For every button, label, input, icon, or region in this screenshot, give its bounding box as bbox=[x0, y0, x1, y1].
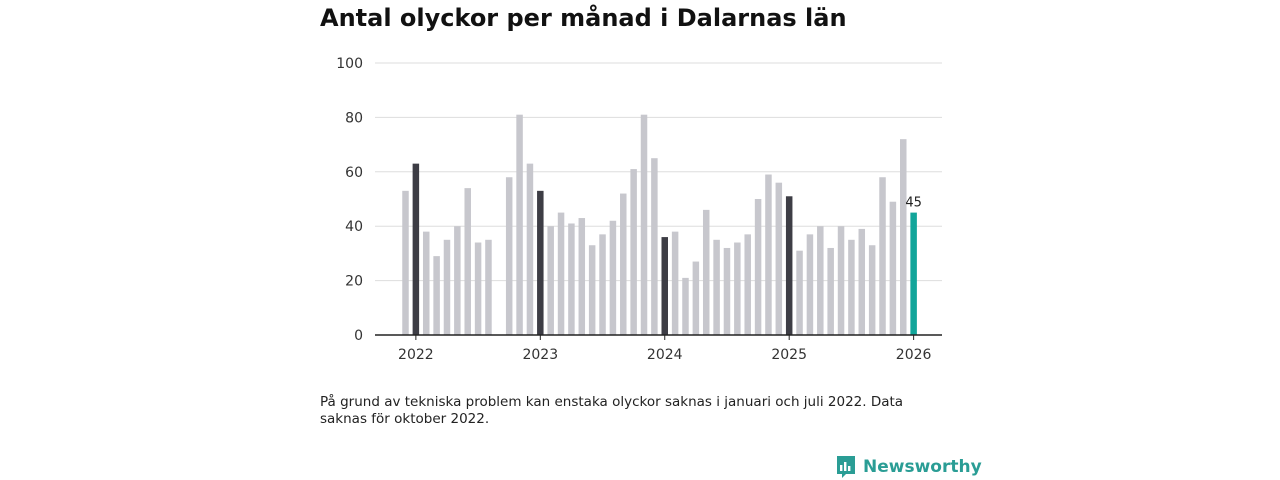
bar bbox=[879, 177, 886, 335]
bar bbox=[609, 220, 617, 335]
data-label-latest: 45 bbox=[905, 196, 922, 211]
bar bbox=[599, 234, 606, 335]
x-tick-label: 2023 bbox=[522, 347, 558, 363]
y-tick-label: 20 bbox=[345, 274, 363, 290]
bar bbox=[557, 212, 565, 335]
bar bbox=[796, 250, 803, 335]
brand-name: Newsworthy bbox=[863, 457, 982, 477]
y-tick-label: 100 bbox=[336, 56, 363, 72]
bar bbox=[817, 226, 824, 335]
bar bbox=[775, 182, 783, 335]
brand-logo[interactable]: Newsworthy bbox=[835, 454, 982, 480]
y-tick-label: 60 bbox=[345, 165, 363, 181]
chart-title: Antal olyckor per månad i Dalarnas län bbox=[320, 4, 847, 32]
bar bbox=[516, 114, 523, 336]
bar-january bbox=[537, 190, 544, 335]
bar bbox=[578, 218, 586, 335]
bar bbox=[806, 234, 814, 335]
bar bbox=[505, 177, 513, 335]
y-tick-label: 80 bbox=[345, 110, 363, 126]
bar bbox=[671, 231, 679, 335]
bar bbox=[547, 226, 554, 335]
bar bbox=[682, 277, 689, 335]
bar-chart: 0 20 40 60 80 100 2022 2023 2024 2025 2026 45 bbox=[336, 56, 942, 363]
bar bbox=[692, 261, 700, 335]
bar bbox=[474, 242, 482, 335]
bar bbox=[454, 226, 461, 335]
bar bbox=[526, 163, 534, 335]
bar bbox=[723, 247, 731, 335]
bar bbox=[640, 114, 648, 336]
axes bbox=[375, 334, 942, 340]
bar bbox=[485, 239, 492, 335]
bar bbox=[588, 245, 596, 335]
bar bbox=[402, 190, 409, 335]
x-tick-label: 2024 bbox=[647, 347, 683, 363]
bar bbox=[713, 239, 720, 335]
bar bbox=[443, 239, 451, 335]
bar bbox=[734, 242, 741, 335]
bar-january bbox=[661, 237, 668, 335]
bar bbox=[568, 223, 575, 335]
axis-labels: 0 20 40 60 80 100 2022 2023 2024 2025 2026 45 bbox=[336, 56, 931, 363]
bar bbox=[744, 234, 751, 335]
bar bbox=[702, 209, 710, 335]
bar bbox=[868, 245, 876, 335]
bar bbox=[422, 231, 430, 335]
x-tick-label: 2022 bbox=[398, 347, 434, 363]
y-tick-label: 40 bbox=[345, 219, 363, 235]
bar bbox=[848, 239, 855, 335]
bar bbox=[620, 193, 627, 335]
newsworthy-logo-icon bbox=[837, 456, 855, 478]
bar bbox=[754, 199, 762, 335]
bar-january bbox=[412, 163, 420, 335]
bar bbox=[630, 169, 637, 335]
bar bbox=[858, 228, 866, 335]
bar bbox=[837, 226, 845, 335]
y-tick-label: 0 bbox=[354, 328, 363, 344]
bar-january bbox=[785, 196, 793, 335]
bar bbox=[827, 247, 834, 335]
x-tick-label: 2025 bbox=[771, 347, 807, 363]
x-tick-label: 2026 bbox=[896, 347, 932, 363]
bar bbox=[433, 256, 440, 335]
bar bbox=[900, 139, 907, 335]
bar-series bbox=[402, 114, 917, 336]
bar-latest bbox=[910, 212, 917, 335]
bar bbox=[889, 201, 897, 335]
footnote: På grund av tekniska problem kan enstaka… bbox=[320, 394, 904, 427]
bar bbox=[464, 188, 471, 335]
bar bbox=[765, 174, 772, 335]
bar bbox=[651, 158, 658, 335]
